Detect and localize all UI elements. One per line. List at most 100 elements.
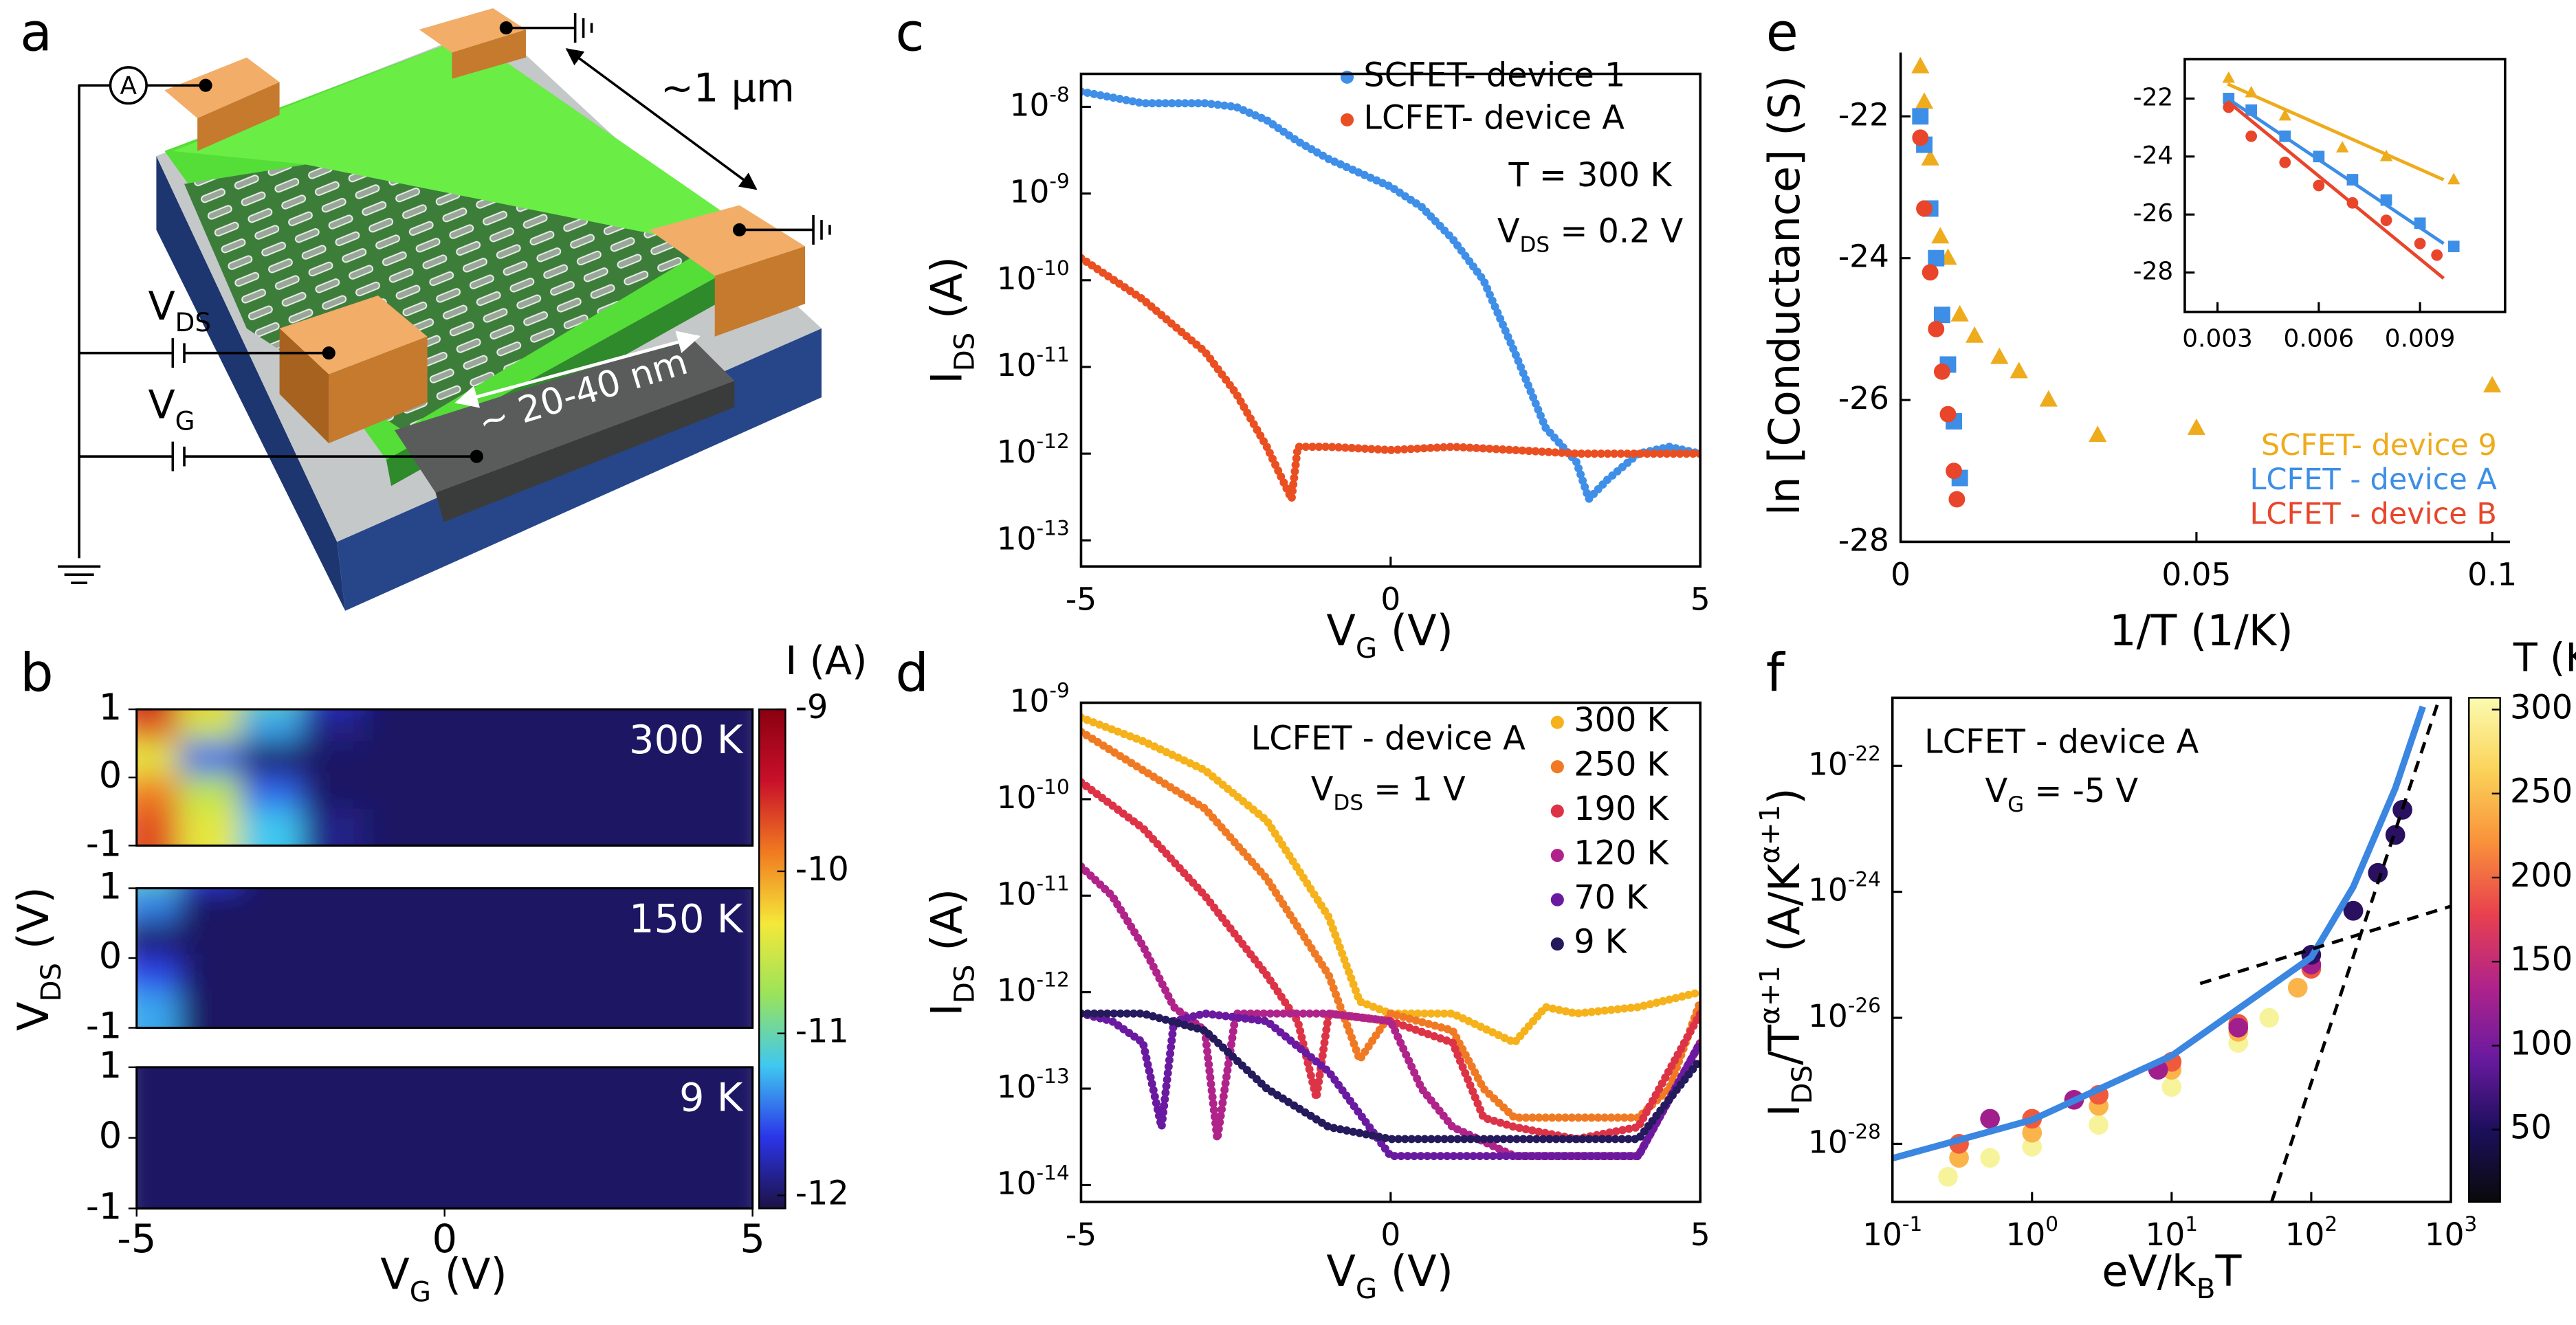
y-tick-label: -28 <box>2133 258 2174 286</box>
point <box>1966 326 1984 343</box>
point <box>2228 1017 2249 1038</box>
plot-frame <box>1891 696 2452 1203</box>
vg-label: VG <box>148 381 195 436</box>
colorbar <box>2468 697 2501 1203</box>
point <box>1922 264 1939 281</box>
point <box>2010 361 2028 379</box>
point <box>2343 900 2364 921</box>
panel-letter: a <box>20 3 52 64</box>
point <box>1980 1148 2000 1168</box>
legend-marker <box>1550 760 1564 774</box>
point <box>2022 1137 2043 1157</box>
point <box>2368 862 2388 883</box>
y-tick-label: 10-22 <box>1808 742 1881 782</box>
colorbar-tick-label: -12 <box>795 1175 849 1213</box>
colorbar-tick-label: 100 <box>2510 1025 2573 1062</box>
legend-marker <box>1550 715 1564 729</box>
fit-line <box>2226 100 2445 280</box>
point <box>2187 418 2206 435</box>
x-tick-label: 0 <box>1380 1216 1400 1252</box>
point <box>2279 156 2291 168</box>
point <box>1939 405 1957 423</box>
panel-letter: f <box>1766 643 1786 704</box>
y-tick-label: 10-11 <box>997 871 1070 912</box>
x-axis-label: 1/T (1/K) <box>2109 605 2293 656</box>
y-tick-label: 10-10 <box>997 256 1070 296</box>
dotted-series <box>1081 1009 1701 1144</box>
colorbar <box>758 708 786 1210</box>
legend-marker <box>1550 849 1564 862</box>
x-tick-label: 0.1 <box>2467 556 2517 592</box>
annotation: LCFET - device A <box>1251 720 1526 757</box>
y-tick-label: 10-8 <box>1010 82 1070 123</box>
guide-line <box>2269 698 2441 1202</box>
y-tick-label: -24 <box>1838 238 1889 274</box>
point <box>1931 227 1950 244</box>
point <box>2287 977 2308 998</box>
heatmap <box>136 888 753 1028</box>
x-tick-label: 100 <box>2005 1212 2058 1252</box>
length-label: ~1 μm <box>661 65 795 111</box>
point <box>1946 463 1963 480</box>
y-tick-label: -26 <box>2133 199 2174 227</box>
x-tick-label: 0.05 <box>2161 556 2231 592</box>
colorbar-tick-label: 150 <box>2510 941 2573 979</box>
x-axis-label: VG (V) <box>380 1249 507 1308</box>
colorbar-tick-label: 250 <box>2510 773 2573 811</box>
point <box>2380 214 2392 226</box>
panel-letter: b <box>20 643 54 704</box>
point <box>1921 148 1939 166</box>
point <box>1990 347 2009 364</box>
point <box>2336 141 2349 153</box>
point <box>1948 491 1966 508</box>
dotted-series <box>1081 254 1701 514</box>
heatmap-cell <box>671 808 753 846</box>
legend-label: 120 K <box>1574 835 1669 873</box>
colorbar-tick-label: 300 <box>2510 689 2573 726</box>
annotation: T = 300 K <box>1508 157 1673 194</box>
point <box>2245 130 2258 142</box>
x-tick-label: 0 <box>1380 581 1400 617</box>
heatmap-cells <box>136 1067 753 1209</box>
point <box>2161 1077 2182 1097</box>
x-tick-label: 0.003 <box>2182 325 2253 353</box>
y-tick-label: 10-11 <box>997 342 1070 383</box>
y-tick-label: 0 <box>99 1115 122 1157</box>
x-tick-label: -5 <box>1066 1216 1097 1252</box>
x-axis-label: VG (V) <box>1326 605 1453 664</box>
legend-marker <box>1550 804 1564 818</box>
point <box>1912 129 1929 146</box>
y-tick-label: 10-13 <box>997 1065 1070 1105</box>
x-tick-label: -5 <box>1066 581 1097 617</box>
plot-area <box>1892 698 2451 1202</box>
point <box>2022 1122 2043 1143</box>
annotation: VDS = 1 V <box>1311 771 1466 816</box>
legend-label: SCFET- device 1 <box>1363 56 1625 94</box>
x-tick-label: 0.006 <box>2284 325 2355 353</box>
y-tick-label: 10-14 <box>997 1161 1070 1201</box>
map-label: 9 K <box>679 1074 744 1120</box>
y-axis-label: IDS (A) <box>921 889 980 1016</box>
y-tick-label: -24 <box>2133 142 2174 170</box>
point <box>2089 425 2107 443</box>
vds-label: VDS <box>148 283 211 337</box>
colorbar-tick-label: 200 <box>2510 857 2573 895</box>
y-tick-label: 1 <box>99 865 122 907</box>
x-tick-label: 101 <box>2146 1212 2199 1252</box>
colorbar-tick-label: 50 <box>2510 1109 2552 1147</box>
dotted-series <box>1081 727 1701 1122</box>
x-tick-label: 10-1 <box>1862 1212 1922 1252</box>
point <box>1915 92 1934 109</box>
y-tick-label: 10-9 <box>1010 169 1070 210</box>
point <box>2447 241 2460 252</box>
plot-area <box>1081 87 1701 514</box>
y-axis-label: IDS (A) <box>921 256 980 384</box>
point <box>2385 825 2406 845</box>
point <box>2414 237 2426 249</box>
legend-label: LCFET- device A <box>1363 99 1625 137</box>
y-axis-label: VDS (V) <box>8 887 67 1031</box>
point <box>2259 1007 2280 1028</box>
point <box>1933 307 1950 324</box>
